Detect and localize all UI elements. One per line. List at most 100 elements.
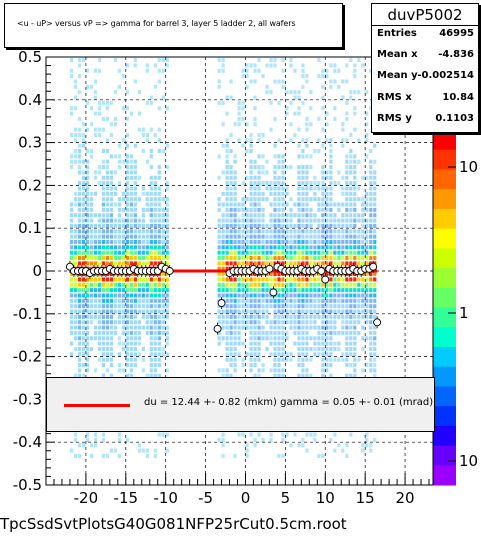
- heatmap-cell: [85, 325, 90, 330]
- heatmap-cell: [361, 175, 365, 180]
- heatmap-cell: [241, 250, 245, 255]
- heatmap-cell: [73, 320, 78, 325]
- heatmap-cell: [265, 261, 269, 266]
- heatmap-cell: [285, 234, 289, 239]
- heatmap-cell: [237, 341, 241, 346]
- heatmap-cell: [373, 191, 377, 196]
- heatmap-cell: [77, 159, 82, 164]
- heatmap-cell: [69, 282, 74, 287]
- heatmap-cell: [265, 277, 269, 282]
- heatmap-cell: [233, 213, 237, 218]
- heatmap-cell: [85, 197, 90, 202]
- heatmap-cell: [309, 304, 313, 309]
- heatmap-cell: [105, 282, 110, 287]
- heatmap-cell: [361, 239, 365, 244]
- heatmap-cell: [81, 277, 86, 282]
- heatmap-cell: [345, 325, 349, 330]
- heatmap-cell: [141, 191, 145, 196]
- heatmap-cell: [229, 309, 233, 314]
- heatmap-cell: [353, 207, 357, 212]
- heatmap-cell: [77, 143, 82, 148]
- heatmap-cell: [253, 320, 257, 325]
- heatmap-cell: [97, 256, 102, 261]
- heatmap-cell: [297, 443, 301, 448]
- heatmap-cell: [217, 330, 221, 335]
- heatmap-cell: [281, 293, 285, 298]
- heatmap-cell: [165, 277, 169, 282]
- fit-legend-text: du = 12.44 +- 0.82 (mkm) gamma = 0.05 +-…: [144, 397, 434, 408]
- heatmap-cell: [249, 357, 253, 362]
- heatmap-cell: [73, 106, 78, 111]
- heatmap-cell: [333, 432, 337, 437]
- heatmap-cell: [257, 181, 261, 186]
- heatmap-cell: [369, 293, 373, 298]
- heatmap-cell: [257, 277, 261, 282]
- heatmap-cell: [285, 250, 289, 255]
- heatmap-cell: [117, 261, 122, 266]
- heatmap-cell: [217, 261, 221, 266]
- heatmap-cell: [293, 282, 297, 287]
- heatmap-cell: [97, 341, 102, 346]
- heatmap-cell: [281, 282, 285, 287]
- heatmap-cell: [117, 432, 122, 437]
- heatmap-cell: [89, 453, 94, 458]
- heatmap-cell: [257, 207, 261, 212]
- heatmap-cell: [317, 261, 321, 266]
- heatmap-cell: [285, 90, 289, 95]
- heatmap-cell: [289, 223, 293, 228]
- heatmap-cell: [137, 304, 141, 309]
- heatmap-cell: [289, 239, 293, 244]
- heatmap-cell: [373, 330, 377, 335]
- heatmap-cell: [349, 245, 353, 250]
- heatmap-cell: [341, 357, 345, 362]
- heatmap-cell: [137, 320, 141, 325]
- heatmap-cell: [133, 245, 137, 250]
- heatmap-cell: [221, 245, 225, 250]
- heatmap-cell: [249, 175, 253, 180]
- color-scale-cell: [433, 406, 456, 427]
- heatmap-cell: [69, 132, 74, 137]
- heatmap-cell: [225, 159, 229, 164]
- heatmap-cell: [357, 309, 361, 314]
- heatmap-cell: [221, 437, 225, 442]
- heatmap-cell: [321, 352, 325, 357]
- heatmap-cell: [245, 122, 249, 127]
- profile-point: [373, 318, 382, 327]
- heatmap-cell: [297, 314, 301, 319]
- heatmap-cell: [237, 250, 241, 255]
- heatmap-cell: [281, 261, 285, 266]
- heatmap-cell: [337, 282, 341, 287]
- heatmap-cell: [109, 325, 114, 330]
- heatmap-cell: [269, 223, 273, 228]
- heatmap-cell: [237, 432, 241, 437]
- heatmap-cell: [153, 453, 157, 458]
- heatmap-cell: [233, 368, 237, 373]
- heatmap-cell: [109, 304, 114, 309]
- heatmap-cell: [253, 106, 257, 111]
- heatmap-cell: [241, 234, 245, 239]
- heatmap-cell: [249, 432, 253, 437]
- heatmap-cell: [85, 336, 90, 341]
- heatmap-cell: [149, 186, 153, 191]
- heatmap-cell: [353, 74, 357, 79]
- heatmap-cell: [85, 277, 90, 282]
- heatmap-cell: [165, 239, 169, 244]
- heatmap-cell: [297, 186, 301, 191]
- heatmap-cell: [77, 293, 82, 298]
- heatmap-cell: [361, 309, 365, 314]
- heatmap-cell: [121, 245, 125, 250]
- heatmap-cell: [253, 304, 257, 309]
- x-tick-label: -5: [198, 489, 213, 507]
- heatmap-cell: [281, 245, 285, 250]
- heatmap-cell: [137, 352, 141, 357]
- heatmap-cell: [149, 373, 153, 378]
- heatmap-cell: [133, 341, 137, 346]
- heatmap-cell: [125, 314, 129, 319]
- heatmap-cell: [105, 250, 110, 255]
- heatmap-cell: [77, 288, 82, 293]
- heatmap-cell: [345, 352, 349, 357]
- heatmap-cell: [305, 165, 309, 170]
- heatmap-cell: [301, 84, 305, 89]
- heatmap-cell: [269, 218, 273, 223]
- heatmap-cell: [113, 223, 118, 228]
